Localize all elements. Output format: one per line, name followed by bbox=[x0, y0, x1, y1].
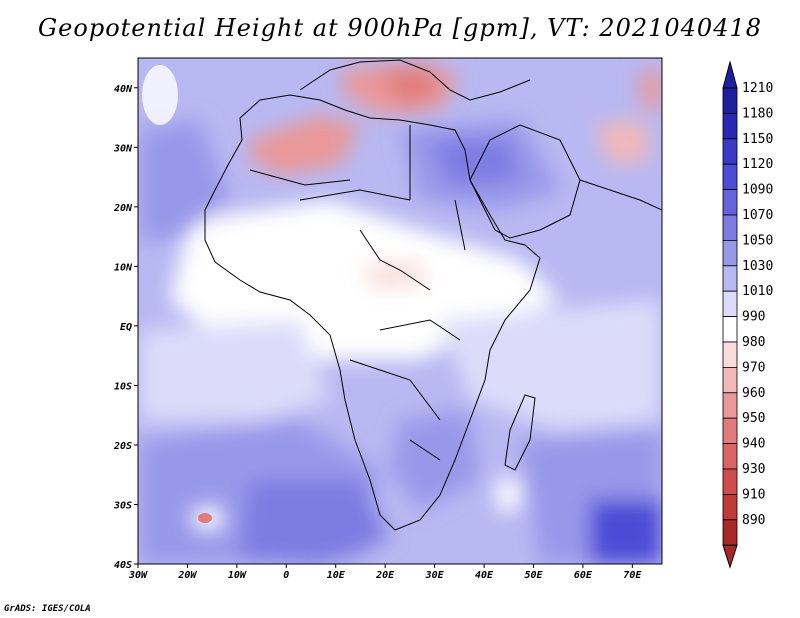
field-nw-atlantic bbox=[140, 120, 230, 240]
colorbar-label: 1150 bbox=[742, 132, 773, 147]
colorbar-label: 950 bbox=[742, 411, 765, 426]
field-sahara-low bbox=[250, 115, 360, 175]
lat-tick-label: 20N bbox=[113, 203, 133, 214]
lon-axis: 30W 20W 10W 0 10E 20E 30E 40E 50E 60E 70E bbox=[128, 564, 642, 581]
lon-tick-label: 10E bbox=[327, 570, 346, 581]
lon-tick-label: 30W bbox=[128, 570, 148, 581]
colorbar-segment bbox=[722, 366, 738, 394]
lon-tick-label: 0 bbox=[283, 570, 289, 581]
chart-title: Geopotential Height at 900hPa [gpm], VT:… bbox=[38, 14, 762, 42]
colorbar-top-arrow bbox=[722, 60, 738, 89]
coastlines bbox=[204, 59, 662, 531]
colorbar-label: 970 bbox=[742, 360, 765, 375]
field-asia-low bbox=[595, 120, 650, 165]
colorbar-segment bbox=[722, 493, 738, 521]
colorbar-label: 1210 bbox=[742, 81, 773, 96]
colorbar-label: 1090 bbox=[742, 183, 773, 198]
colorbar-segment bbox=[722, 290, 738, 318]
lon-tick-label: 20W bbox=[177, 570, 197, 581]
lat-tick-label: 30S bbox=[113, 500, 132, 511]
colorbar-label: 940 bbox=[742, 437, 765, 452]
colorbar-label: 1050 bbox=[742, 233, 773, 248]
field-chad-low bbox=[365, 262, 425, 288]
colorbar-segment bbox=[722, 214, 738, 241]
lat-axis: 40S 30S 20S 10S EQ 10N 20N 30N 40N bbox=[113, 84, 138, 571]
colorbar-label: 960 bbox=[742, 386, 765, 401]
colorbar-bottom-arrow bbox=[722, 544, 738, 569]
lon-tick-label: 50E bbox=[524, 570, 543, 581]
field-atlantic-north-white bbox=[142, 65, 178, 125]
colorbar-label: 990 bbox=[742, 310, 765, 325]
field-madagascar-white bbox=[495, 478, 520, 512]
colorbar: 1210 1180 1150 1120 1090 1070 1050 1030 1010 990 9… bbox=[722, 60, 773, 569]
colorbar-segment bbox=[722, 316, 738, 343]
colorbar-segment bbox=[722, 113, 738, 140]
field-arabia-core bbox=[430, 140, 520, 185]
lat-tick-label: 30N bbox=[113, 143, 133, 154]
lat-tick-label: 10S bbox=[114, 381, 132, 392]
lat-tick-label: 10N bbox=[114, 262, 133, 273]
lon-tick-label: 40E bbox=[475, 570, 494, 581]
map-frame bbox=[137, 57, 663, 565]
colorbar-label: 1120 bbox=[742, 157, 773, 172]
arabia-coast bbox=[469, 124, 581, 239]
lon-tick-label: 30E bbox=[425, 570, 445, 581]
africa-coast bbox=[204, 94, 541, 531]
lat-tick-label: 40S bbox=[114, 560, 132, 571]
madagascar bbox=[504, 394, 536, 471]
colorbar-segment bbox=[722, 87, 738, 114]
colorbar-segment bbox=[722, 417, 738, 445]
height-field bbox=[138, 58, 662, 564]
field-south-indian-high bbox=[590, 500, 662, 564]
field-asia-low-north bbox=[640, 70, 662, 110]
lon-tick-label: 20E bbox=[375, 570, 395, 581]
lat-tick-label: 40N bbox=[114, 84, 133, 95]
field-small-low bbox=[198, 513, 212, 523]
colorbar-label: 1180 bbox=[742, 106, 773, 121]
colorbar-segment bbox=[722, 265, 738, 292]
field-southern-africa bbox=[390, 410, 480, 510]
lat-tick-label: EQ bbox=[120, 322, 132, 333]
colorbar-segment bbox=[722, 239, 738, 267]
colorbar-label: 930 bbox=[742, 462, 765, 477]
colorbar-label: 890 bbox=[742, 513, 765, 528]
country-borders bbox=[249, 125, 466, 461]
colorbar-segment bbox=[722, 341, 738, 368]
colorbar-segment bbox=[722, 138, 738, 165]
lon-tick-label: 60E bbox=[574, 570, 593, 581]
colorbar-label: 1010 bbox=[742, 284, 773, 299]
colorbar-label: 910 bbox=[742, 487, 765, 502]
colorbar-segment bbox=[722, 392, 738, 419]
lon-tick-label: 70E bbox=[623, 570, 642, 581]
colorbar-label: 1070 bbox=[742, 208, 773, 223]
colorbar-segment bbox=[722, 468, 738, 495]
europe-coast bbox=[299, 59, 531, 101]
field-atlantic-eq bbox=[140, 320, 330, 420]
colorbar-segment bbox=[722, 519, 738, 546]
field-sa-high bbox=[240, 480, 390, 564]
colorbar-label: 1030 bbox=[742, 259, 773, 274]
asia-coast bbox=[579, 179, 662, 211]
lat-tick-label: 20S bbox=[113, 441, 132, 452]
colorbar-segment bbox=[722, 189, 738, 216]
credit-label: GrADS: IGES/COLA bbox=[4, 604, 91, 614]
colorbar-segment bbox=[722, 163, 738, 190]
colorbar-label: 980 bbox=[742, 335, 765, 350]
colorbar-segment bbox=[722, 443, 738, 470]
lon-tick-label: 10W bbox=[228, 570, 247, 581]
field-med-low-core bbox=[380, 68, 440, 105]
field-indian-ocean bbox=[440, 300, 660, 430]
